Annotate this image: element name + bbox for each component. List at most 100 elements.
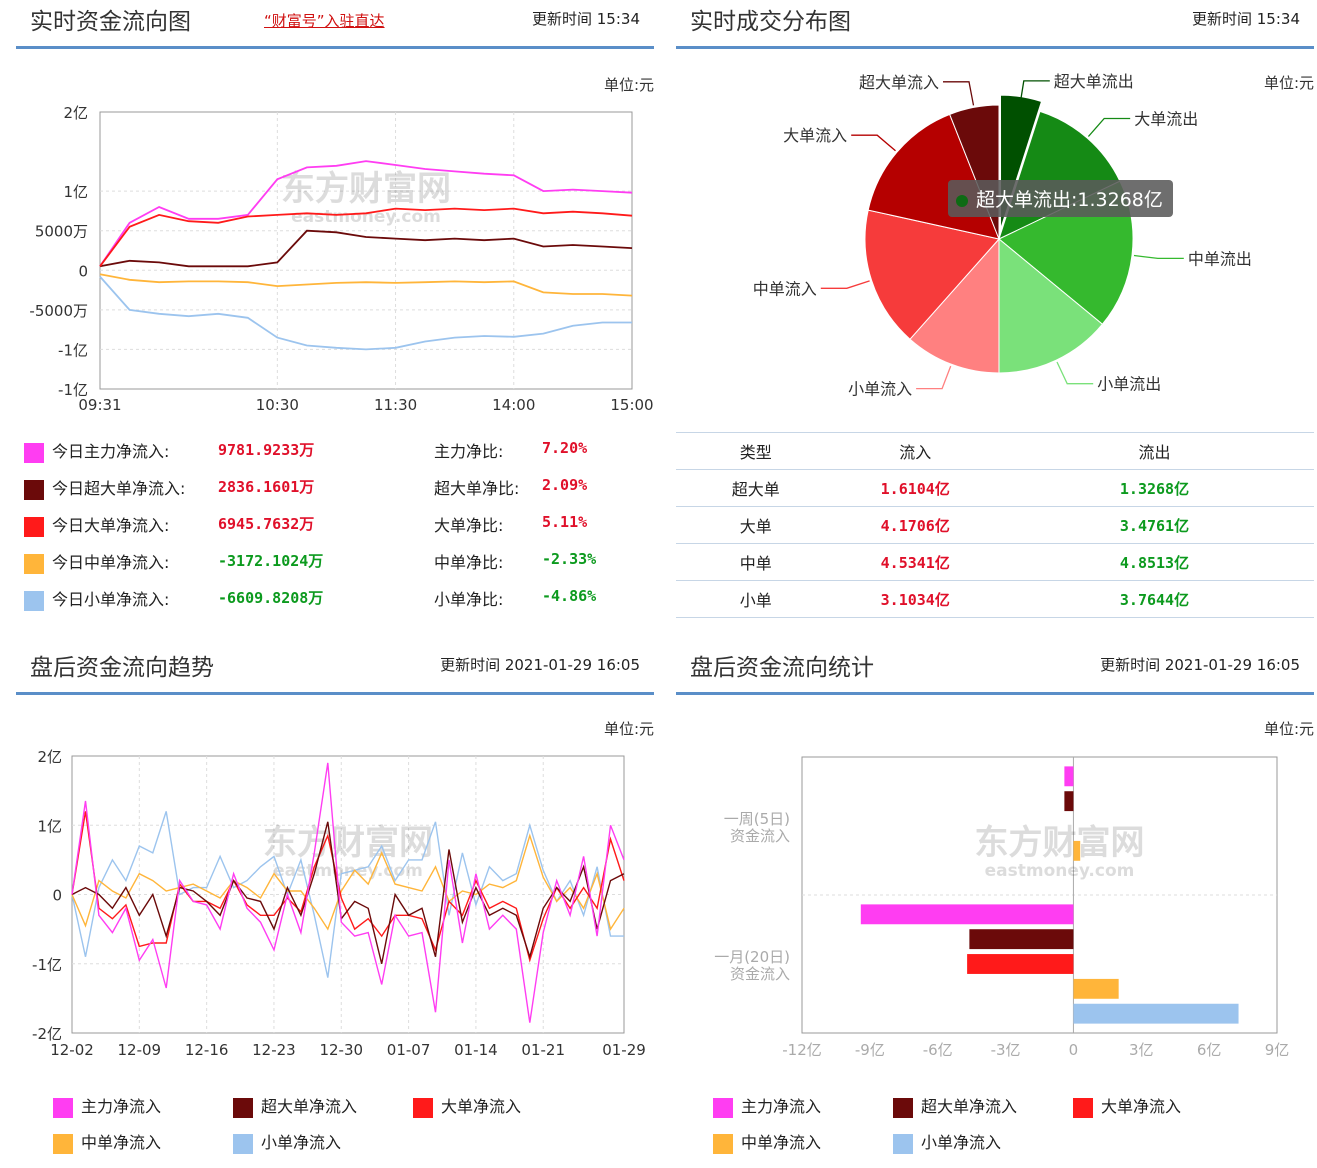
watermark-en: eastmoney.com [291,207,441,227]
legend-item[interactable]: 超大单净流入 [233,1093,357,1118]
legend-swatch [53,1133,73,1154]
watermark-en: eastmoney.com [273,861,423,881]
stat-value: -6609.8208万 [218,589,324,607]
pie-tooltip: 超大单流出:1.3268亿 [948,180,1173,217]
table-cell-type: 小单 [676,580,836,618]
x-tick-label: 12-09 [118,1041,162,1059]
stat-row: 今日超大单净流入: 2836.1601万 超大单净比: 2.09% [24,475,654,500]
x-tick-label: 12-30 [319,1041,363,1059]
table-cell-type: 超大单 [676,469,836,507]
bar[interactable] [1073,978,1119,999]
plot-area [99,111,633,390]
table-cell-out: 3.7644亿 [995,580,1314,618]
stat-name: 今日中单净流入: [52,553,170,572]
legend-item[interactable]: 大单净流入 [413,1093,521,1118]
bar[interactable] [1064,766,1074,787]
ratio-label: 小单净比: [434,590,504,609]
table-row: 小单 3.1034亿 3.7644亿 [676,580,1314,618]
legend-swatch [893,1097,913,1118]
legend-label: 中单净流入 [741,1133,822,1152]
bar[interactable] [1064,791,1074,812]
ratio-value: 7.20% [542,439,588,457]
bar[interactable] [860,904,1074,925]
pie-slice[interactable] [998,237,1104,374]
x-tick-label: 01-21 [521,1041,565,1059]
x-tick-label: 15:00 [610,396,653,414]
legend-item[interactable]: 大单净流入 [1073,1093,1181,1118]
table-header-cell: 流出 [995,432,1314,470]
x-tick-label: 6亿 [1197,1041,1222,1059]
x-tick-label: 12-16 [185,1041,229,1059]
legend-item[interactable]: 中单净流入 [53,1129,161,1154]
distribution-table: 类型 流入 流出 超大单 1.6104亿 1.3268亿 大单 4.1706亿 3.4761亿中… [676,432,1314,618]
series-line-3 [99,273,633,297]
legend-swatch [24,516,44,537]
ratio-label: 超大单净比: [434,479,520,498]
legend-label: 中单净流入 [81,1133,162,1152]
stat-row: 今日主力净流入: 9781.9233万 主力净比: 7.20% [24,438,654,463]
bar[interactable] [967,954,1074,974]
legend-item[interactable]: 主力净流入 [713,1093,821,1118]
post-market-stats-panel: 盘后资金流向统计 更新时间 2021-01-29 16:05 单位:元 -12亿… [676,646,1314,1166]
legend-item[interactable]: 主力净流入 [53,1093,161,1118]
bar[interactable] [1073,1003,1239,1024]
panel-title: 盘后资金流向统计 [690,655,874,681]
series-line-4 [99,276,632,351]
legend-item[interactable]: 小单净流入 [233,1129,341,1154]
bar[interactable] [969,929,1074,950]
stat-name: 今日超大单净流入: [52,479,186,498]
stat-row: 今日大单净流入: 6945.7632万 大单净比: 5.11% [24,512,654,537]
unit-label: 单位:元 [603,76,654,94]
pie-label: 超大单流入 [859,73,939,92]
legend-item[interactable]: 超大单净流入 [893,1093,1017,1118]
pie-slice[interactable] [909,237,1000,374]
legend-item[interactable]: 小单净流入 [893,1129,1001,1154]
tooltip-text: 超大单流出:1.3268亿 [976,189,1163,211]
pie-label: 中单流出 [1188,249,1252,268]
panel-header: 盘后资金流向统计 更新时间 2021-01-29 16:05 [676,646,1314,695]
legend-label: 小单净流入 [921,1133,1002,1152]
table-cell-out: 3.4761亿 [995,506,1314,544]
x-tick-label: 01-14 [454,1041,498,1059]
x-tick-label: 12-23 [252,1041,296,1059]
y-tick-label: -5000万 [29,302,88,320]
pie-label: 中单流入 [753,279,817,298]
caifuhao-link[interactable]: “财富号”入驻直达 [264,12,385,30]
x-tick-label: 12-02 [50,1041,94,1059]
pie-label-line [1133,254,1184,260]
legend-item[interactable]: 中单净流入 [713,1129,821,1154]
y-tick-label: -1亿 [58,381,88,399]
bar[interactable] [1073,840,1081,861]
post-market-trend-panel: 盘后资金流向趋势 更新时间 2021-01-29 16:05 单位:元 2亿 1亿… [16,646,654,1166]
category-label: 一周(5日) [724,810,790,828]
stat-value: -3172.1024万 [218,552,324,570]
panel-header: 实时成交分布图 更新时间 15:34 [676,0,1314,49]
tooltip-color-dot [956,194,968,207]
pie-label-line [943,81,975,106]
series-line-4 [71,811,624,978]
realtime-distribution-panel: 实时成交分布图 更新时间 15:34 单位:元 超大单流出 大单流出 中单流出 小单流… [676,0,1314,625]
pie-label: 小单流入 [848,380,912,399]
legend-swatch [893,1133,913,1154]
pie-slice[interactable] [864,209,1000,340]
ratio-label: 主力净比: [434,442,504,461]
x-tick-label: 11:30 [374,396,417,414]
table-row: 大单 4.1706亿 3.4761亿 [676,506,1314,544]
y-tick-label: 5000万 [35,223,88,241]
legend-swatch [713,1133,733,1154]
category-label: 资金流入 [730,827,790,845]
panel-header: 盘后资金流向趋势 更新时间 2021-01-29 16:05 [16,646,654,695]
legend-label: 小单净流入 [261,1133,342,1152]
ratio-value: 2.09% [542,476,588,494]
legend-swatch [53,1097,73,1118]
table-header-row: 类型 流入 流出 [676,432,1314,470]
legend-label: 超大单净流入 [921,1097,1018,1116]
stat-name: 今日小单净流入: [52,590,170,609]
y-tick-label: -1亿 [58,341,88,359]
table-row: 中单 4.5341亿 4.8513亿 [676,543,1314,581]
